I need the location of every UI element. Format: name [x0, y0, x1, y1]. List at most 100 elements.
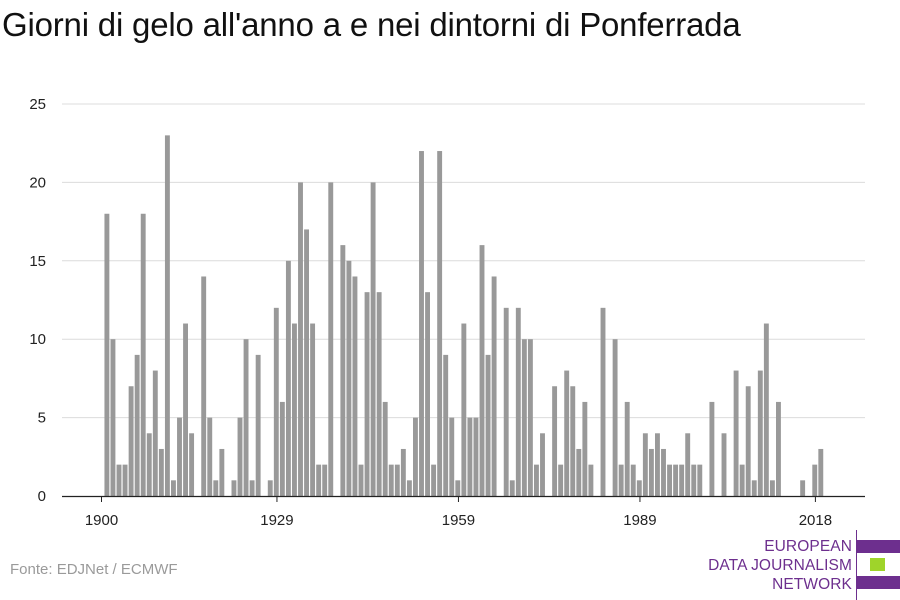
logo-bar-top	[856, 540, 900, 553]
bar-1973	[540, 433, 545, 496]
x-tick-label-1900: 1900	[85, 512, 118, 529]
bar-1917	[201, 276, 207, 496]
bar-1965	[491, 276, 497, 496]
bar-1952	[413, 417, 418, 496]
bar-1953	[419, 151, 424, 497]
bar-1930	[279, 401, 285, 496]
bar-2006	[739, 464, 745, 496]
bar-1933	[298, 182, 303, 496]
bar-1976	[558, 464, 564, 496]
bar-1946	[376, 292, 382, 496]
y-tick-label-15: 15	[29, 253, 46, 270]
bar-1912	[171, 480, 176, 496]
bar-1908	[146, 433, 152, 496]
bar-1947	[382, 401, 388, 496]
bar-1994	[667, 464, 672, 496]
chart-title: Giorni di gelo all'anno a e nei dintorni…	[2, 6, 741, 43]
bar-1942	[352, 276, 358, 496]
bar-1928	[267, 480, 273, 496]
bar-2010	[763, 323, 769, 496]
bar-1971	[527, 339, 533, 496]
bar-1934	[304, 229, 309, 496]
bar-2001	[709, 401, 715, 496]
bar-2012	[776, 401, 781, 496]
bar-1961	[467, 417, 473, 496]
logo-line-network: NETWORK	[772, 576, 852, 593]
bar-1992	[655, 433, 660, 496]
bar-1951	[406, 480, 412, 496]
bar-1919	[213, 480, 219, 496]
y-tick-label-10: 10	[29, 331, 46, 348]
bar-1999	[697, 464, 703, 496]
bar-1968	[509, 480, 515, 496]
bar-1938	[328, 182, 334, 496]
bar-1987	[624, 401, 630, 496]
bar-1914	[183, 323, 188, 496]
bar-2005	[733, 370, 739, 496]
bar-1904	[122, 464, 128, 496]
logo-line-european: EUROPEAN	[764, 538, 852, 555]
bar-1980	[582, 401, 588, 496]
bar-1948	[388, 464, 394, 496]
y-tick-label-20: 20	[29, 174, 46, 191]
bar-2011	[769, 480, 775, 496]
bar-1923	[237, 417, 243, 496]
edjnet-logo: EUROPEAN DATA JOURNALISM NETWORK	[700, 530, 900, 600]
y-tick-label-25: 25	[29, 96, 46, 113]
bar-1957	[443, 354, 449, 496]
logo-divider	[856, 530, 857, 600]
bar-series	[104, 135, 824, 497]
bar-1907	[140, 213, 146, 496]
bar-1969	[515, 307, 521, 496]
y-tick-label-5: 5	[38, 410, 46, 427]
bar-1990	[642, 433, 648, 496]
bar-1931	[285, 260, 291, 496]
bar-1903	[116, 464, 122, 496]
bar-1955	[431, 464, 437, 496]
bar-1983	[600, 307, 606, 496]
bar-1901	[104, 213, 110, 496]
bar-1998	[691, 464, 697, 496]
bar-1944	[364, 292, 370, 496]
bar-1915	[189, 433, 195, 496]
bar-1922	[231, 480, 237, 496]
bar-2007	[745, 386, 751, 496]
bar-1978	[570, 386, 576, 496]
bar-1991	[648, 448, 654, 496]
bar-1936	[316, 464, 322, 496]
bar-1988	[630, 464, 636, 496]
bar-1941	[346, 260, 352, 496]
bar-1937	[322, 464, 328, 496]
bar-1963	[479, 245, 485, 496]
bar-1970	[521, 339, 527, 496]
bar-2008	[751, 480, 757, 496]
x-tick-label-2018: 2018	[799, 512, 832, 529]
bar-1975	[552, 386, 558, 496]
bar-2009	[757, 370, 763, 496]
bar-1911	[164, 135, 170, 497]
bar-1964	[485, 354, 491, 496]
bar-1910	[158, 448, 164, 496]
logo-line-data-journalism: DATA JOURNALISM	[708, 557, 852, 574]
bar-1960	[461, 323, 467, 496]
bar-1932	[292, 323, 297, 496]
y-axis-ticks: 0 5 10 15 20 25	[29, 96, 46, 505]
bar-1981	[588, 464, 594, 496]
bar-1977	[564, 370, 570, 496]
bar-1906	[134, 354, 140, 496]
source-note: Fonte: EDJNet / ECMWF	[10, 561, 178, 578]
bar-1954	[425, 292, 430, 496]
bar-1943	[358, 464, 364, 496]
bar-1956	[437, 151, 443, 497]
bar-1972	[534, 464, 539, 496]
bar-1993	[661, 448, 666, 496]
bar-1967	[503, 307, 509, 496]
bar-1958	[449, 417, 455, 496]
bar-2003	[721, 433, 727, 496]
bar-1950	[400, 448, 406, 496]
bar-1924	[243, 339, 249, 496]
bar-1918	[207, 417, 213, 496]
bar-1979	[576, 448, 582, 496]
bar-1940	[340, 245, 346, 496]
